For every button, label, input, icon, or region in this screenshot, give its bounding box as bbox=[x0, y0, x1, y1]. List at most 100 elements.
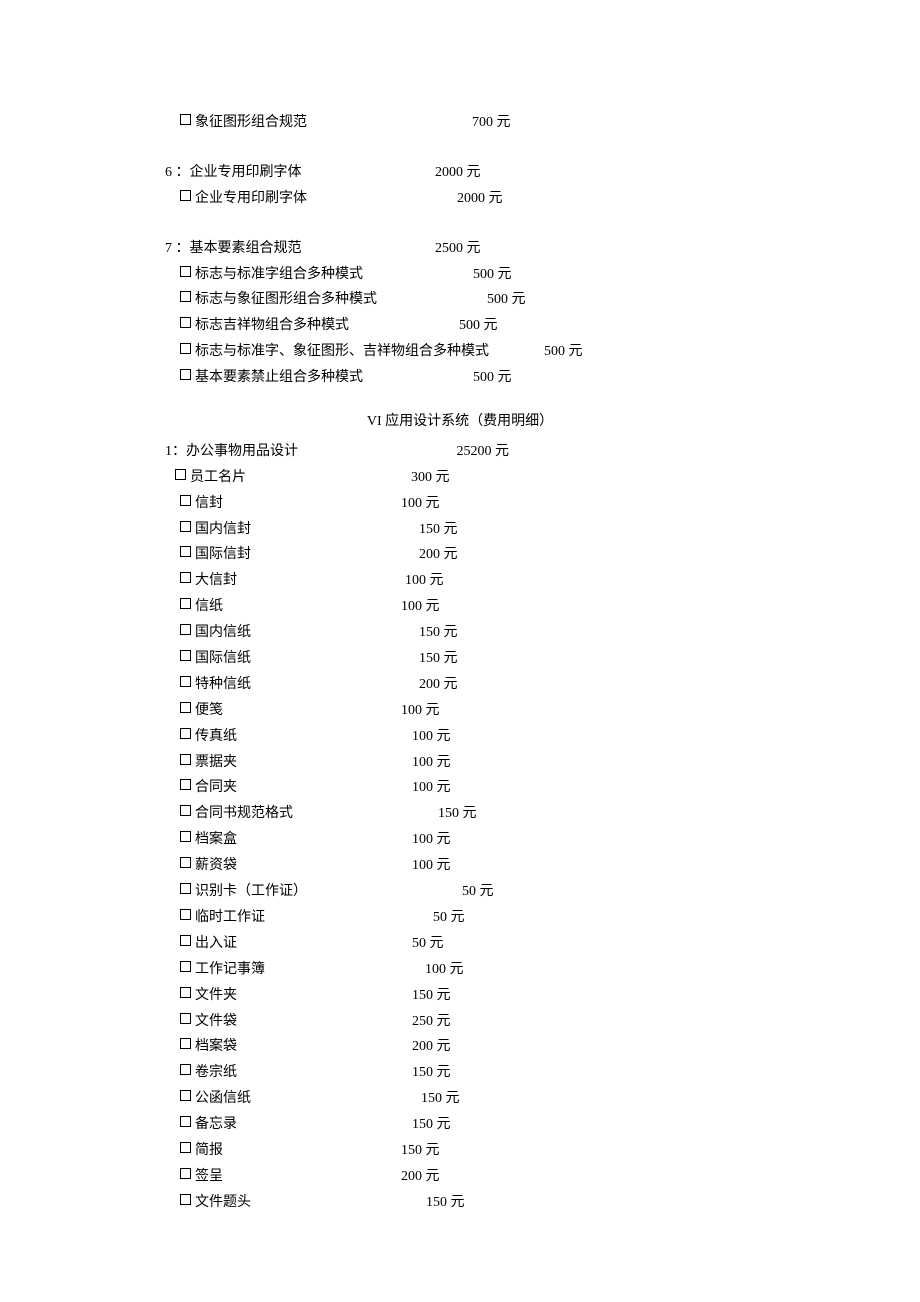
section1-item-row: 识别卡（工作证）50 元 bbox=[165, 879, 755, 905]
section1-item-label: 大信封 bbox=[195, 568, 237, 594]
section1-item-price: 150 元 bbox=[419, 620, 458, 646]
section1-item-row: 档案盒100 元 bbox=[165, 827, 755, 853]
checkbox-icon bbox=[180, 598, 191, 609]
checkbox-icon bbox=[180, 546, 191, 557]
section1-item-price: 150 元 bbox=[412, 1060, 451, 1086]
checkbox-icon bbox=[180, 650, 191, 661]
section1-item-price: 100 元 bbox=[412, 750, 451, 776]
top-item-price: 700 元 bbox=[472, 110, 511, 136]
section7-item-label: 标志与标准字、象征图形、吉祥物组合多种模式 bbox=[195, 339, 489, 365]
checkbox-icon bbox=[180, 114, 191, 125]
section1-item-row: 国内信纸 150 元 bbox=[165, 620, 755, 646]
document-page: 象征图形组合规范 700 元 6 ：企业专用印刷字体 2000 元 企业专用印刷字… bbox=[0, 0, 920, 1276]
section1-item-price: 100 元 bbox=[401, 698, 440, 724]
section1-item-label: 档案盒 bbox=[195, 827, 237, 853]
checkbox-icon bbox=[180, 1038, 191, 1049]
section7-item-row: 基本要素禁止组合多种模式500 元 bbox=[165, 365, 755, 391]
section6-header: 6 ：企业专用印刷字体 2000 元 bbox=[165, 160, 755, 186]
section7-header-price: 2500 元 bbox=[435, 236, 481, 262]
section1-item-label: 国际信纸 bbox=[195, 646, 251, 672]
section1-item-label: 国内信纸 bbox=[195, 620, 251, 646]
section1-item-row: 大信封100 元 bbox=[165, 568, 755, 594]
section1-item-row: 签呈200 元 bbox=[165, 1164, 755, 1190]
checkbox-icon bbox=[180, 624, 191, 635]
section1-item-row: 信纸 100 元 bbox=[165, 594, 755, 620]
section1-item-row: 国际信纸 150 元 bbox=[165, 646, 755, 672]
section1-item-row: 员工名片300 元 bbox=[165, 465, 755, 491]
section1-item-price: 150 元 bbox=[419, 646, 458, 672]
section1-item-price: 150 元 bbox=[426, 1190, 465, 1216]
section7-item-price: 500 元 bbox=[473, 365, 512, 391]
section1-item-price: 50 元 bbox=[412, 931, 444, 957]
section1-item-price: 50 元 bbox=[433, 905, 465, 931]
section1-item-label: 便笺 bbox=[195, 698, 223, 724]
section1-item-label: 出入证 bbox=[195, 931, 237, 957]
section1-item-price: 100 元 bbox=[425, 957, 464, 983]
section7-item-price: 500 元 bbox=[487, 287, 526, 313]
checkbox-icon bbox=[180, 1168, 191, 1179]
section1-item-price: 200 元 bbox=[412, 1034, 451, 1060]
section1-header-price: 25200 元 bbox=[457, 439, 510, 465]
section7-item-row: 标志与象征图形组合多种模式 500 元 bbox=[165, 287, 755, 313]
section1-item-label: 文件袋 bbox=[195, 1009, 237, 1035]
section1-item-price: 200 元 bbox=[401, 1164, 440, 1190]
checkbox-icon bbox=[180, 935, 191, 946]
section7-item-label: 标志与象征图形组合多种模式 bbox=[195, 287, 377, 313]
section7-item-row: 标志与标准字组合多种模式 500 元 bbox=[165, 262, 755, 288]
section6-item-price: 2000 元 bbox=[457, 186, 503, 212]
section1-item-row: 文件袋 250 元 bbox=[165, 1009, 755, 1035]
system-title: VI 应用设计系统（费用明细） bbox=[165, 409, 755, 435]
section1-item-label: 信纸 bbox=[195, 594, 223, 620]
checkbox-icon bbox=[180, 266, 191, 277]
checkbox-icon bbox=[180, 1064, 191, 1075]
checkbox-icon bbox=[180, 495, 191, 506]
section1-item-price: 250 元 bbox=[412, 1009, 451, 1035]
section1-item-price: 100 元 bbox=[412, 775, 451, 801]
section1-item-row: 工作记事簿100 元 bbox=[165, 957, 755, 983]
section1-item-price: 150 元 bbox=[401, 1138, 440, 1164]
section1-item-price: 200 元 bbox=[419, 672, 458, 698]
section1-item-price: 150 元 bbox=[412, 1112, 451, 1138]
section1-item-label: 识别卡（工作证） bbox=[195, 879, 307, 905]
section1-item-price: 200 元 bbox=[419, 542, 458, 568]
section6-item-row: 企业专用印刷字体2000 元 bbox=[165, 186, 755, 212]
checkbox-icon bbox=[180, 676, 191, 687]
section1-item-row: 国内信封 150 元 bbox=[165, 517, 755, 543]
section1-item-price: 100 元 bbox=[412, 853, 451, 879]
section1-item-price: 100 元 bbox=[401, 594, 440, 620]
checkbox-icon bbox=[180, 728, 191, 739]
section1-item-row: 传真纸100 元 bbox=[165, 724, 755, 750]
section1-item-label: 信封 bbox=[195, 491, 223, 517]
section7-header-label: 7 ：基本要素组合规范 bbox=[165, 236, 302, 262]
section1-item-label: 合同夹 bbox=[195, 775, 237, 801]
checkbox-icon bbox=[180, 831, 191, 842]
section1-item-label: 国际信封 bbox=[195, 542, 251, 568]
section6-header-price: 2000 元 bbox=[435, 160, 481, 186]
section7-item-row: 标志与标准字、象征图形、吉祥物组合多种模式500 元 bbox=[165, 339, 755, 365]
section1-item-label: 临时工作证 bbox=[195, 905, 265, 931]
section1-item-row: 票据夹 100 元 bbox=[165, 750, 755, 776]
section1-header-label: 1：办公事物用品设计 bbox=[165, 439, 298, 465]
section1-item-label: 备忘录 bbox=[195, 1112, 237, 1138]
section1-item-label: 文件夹 bbox=[195, 983, 237, 1009]
section1-item-label: 传真纸 bbox=[195, 724, 237, 750]
section1-item-price: 150 元 bbox=[419, 517, 458, 543]
section1-item-price: 150 元 bbox=[412, 983, 451, 1009]
section1-item-price: 150 元 bbox=[438, 801, 477, 827]
section7-item-price: 500 元 bbox=[473, 262, 512, 288]
section1-item-row: 信封100 元 bbox=[165, 491, 755, 517]
section7-item-row: 标志吉祥物组合多种模式500 元 bbox=[165, 313, 755, 339]
section7-item-label: 标志与标准字组合多种模式 bbox=[195, 262, 363, 288]
checkbox-icon bbox=[180, 1142, 191, 1153]
section1-item-label: 票据夹 bbox=[195, 750, 237, 776]
checkbox-icon bbox=[180, 1194, 191, 1205]
top-item-row: 象征图形组合规范 700 元 bbox=[165, 110, 755, 136]
section6-header-label: 6 ：企业专用印刷字体 bbox=[165, 160, 302, 186]
checkbox-icon bbox=[180, 521, 191, 532]
checkbox-icon bbox=[180, 1090, 191, 1101]
top-item-label: 象征图形组合规范 bbox=[195, 110, 307, 136]
section1-item-row: 卷宗纸150 元 bbox=[165, 1060, 755, 1086]
section1-item-label: 国内信封 bbox=[195, 517, 251, 543]
section1-header: 1：办公事物用品设计 25200 元 bbox=[165, 439, 755, 465]
section1-item-label: 简报 bbox=[195, 1138, 223, 1164]
